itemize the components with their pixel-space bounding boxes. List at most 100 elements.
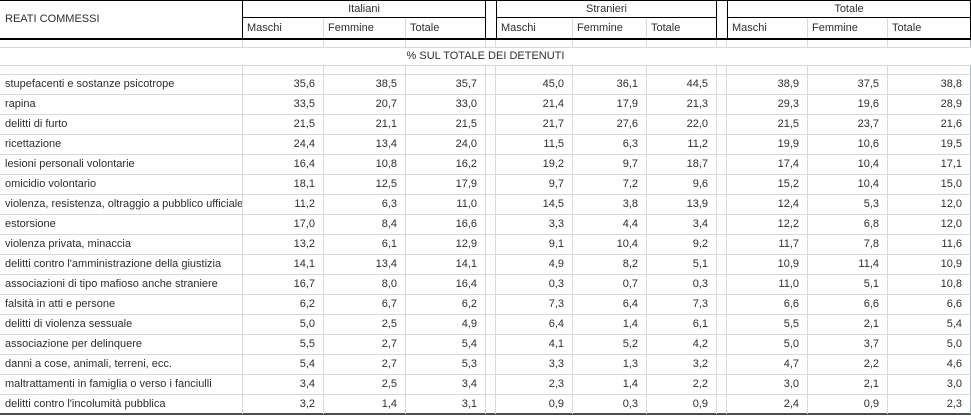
value-cell[interactable]: 5,0	[243, 315, 324, 334]
value-cell[interactable]: 0,9	[808, 395, 888, 414]
value-cell[interactable]: 6,7	[324, 295, 406, 314]
crime-label-cell[interactable]: danni a cose, animali, terreni, ecc.	[0, 355, 243, 374]
value-cell[interactable]: 16,7	[243, 275, 324, 294]
crime-label-cell[interactable]: estorsione	[0, 215, 243, 234]
value-cell[interactable]: 3,4	[243, 375, 324, 394]
value-cell[interactable]: 21,5	[406, 115, 486, 134]
value-cell[interactable]: 20,7	[324, 95, 406, 114]
value-cell[interactable]: 13,9	[647, 195, 717, 214]
value-cell[interactable]: 5,3	[808, 195, 888, 214]
value-cell[interactable]: 2,1	[808, 315, 888, 334]
crime-label-cell[interactable]: delitti di furto	[0, 115, 243, 134]
value-cell[interactable]: 21,4	[496, 95, 573, 114]
value-cell[interactable]: 5,5	[243, 335, 324, 354]
value-cell[interactable]: 11,7	[727, 235, 808, 254]
value-cell[interactable]: 23,7	[808, 115, 888, 134]
value-cell[interactable]: 14,1	[243, 255, 324, 274]
crime-label-cell[interactable]: falsità in atti e persone	[0, 295, 243, 314]
value-cell[interactable]: 3,7	[808, 335, 888, 354]
value-cell[interactable]: 2,2	[647, 375, 717, 394]
value-cell[interactable]: 0,9	[647, 395, 717, 414]
value-cell[interactable]: 1,4	[573, 375, 647, 394]
subheader-totale-maschi[interactable]: Maschi	[727, 18, 808, 38]
crime-label-cell[interactable]: associazioni di tipo mafioso anche stran…	[0, 275, 243, 294]
value-cell[interactable]: 7,3	[647, 295, 717, 314]
subheader-italiani-femmine[interactable]: Femmine	[324, 18, 406, 38]
value-cell[interactable]: 38,9	[727, 75, 808, 94]
value-cell[interactable]: 10,6	[808, 135, 888, 154]
crime-label-cell[interactable]: omicidio volontario	[0, 175, 243, 194]
value-cell[interactable]: 9,7	[496, 175, 573, 194]
value-cell[interactable]: 11,2	[243, 195, 324, 214]
value-cell[interactable]: 22,0	[647, 115, 717, 134]
value-cell[interactable]: 8,2	[573, 255, 647, 274]
value-cell[interactable]: 37,5	[808, 75, 888, 94]
value-cell[interactable]: 4,1	[496, 335, 573, 354]
value-cell[interactable]: 24,4	[243, 135, 324, 154]
value-cell[interactable]: 6,1	[647, 315, 717, 334]
value-cell[interactable]: 5,0	[888, 335, 971, 354]
value-cell[interactable]: 12,0	[888, 195, 971, 214]
value-cell[interactable]: 38,5	[324, 75, 406, 94]
value-cell[interactable]: 6,2	[406, 295, 486, 314]
value-cell[interactable]: 6,6	[808, 295, 888, 314]
value-cell[interactable]: 19,2	[496, 155, 573, 174]
value-cell[interactable]: 4,2	[647, 335, 717, 354]
value-cell[interactable]: 21,5	[727, 115, 808, 134]
value-cell[interactable]: 5,4	[406, 335, 486, 354]
value-cell[interactable]: 29,3	[727, 95, 808, 114]
value-cell[interactable]: 6,6	[727, 295, 808, 314]
crime-label-cell[interactable]: lesioni personali volontarie	[0, 155, 243, 174]
value-cell[interactable]: 10,8	[888, 275, 971, 294]
value-cell[interactable]: 6,2	[243, 295, 324, 314]
value-cell[interactable]: 11,0	[406, 195, 486, 214]
value-cell[interactable]: 11,0	[727, 275, 808, 294]
value-cell[interactable]: 0,3	[573, 395, 647, 414]
crime-label-cell[interactable]: ricettazione	[0, 135, 243, 154]
subheader-totale-femmine[interactable]: Femmine	[808, 18, 888, 38]
value-cell[interactable]: 3,2	[647, 355, 717, 374]
subheader-stranieri-totale[interactable]: Totale	[647, 18, 717, 38]
value-cell[interactable]: 11,6	[888, 235, 971, 254]
value-cell[interactable]: 21,1	[324, 115, 406, 134]
value-cell[interactable]: 6,4	[496, 315, 573, 334]
crime-label-cell[interactable]: associazione per delinquere	[0, 335, 243, 354]
value-cell[interactable]: 13,4	[324, 135, 406, 154]
value-cell[interactable]: 12,0	[888, 215, 971, 234]
value-cell[interactable]: 1,4	[573, 315, 647, 334]
value-cell[interactable]: 4,6	[888, 355, 971, 374]
crime-label-cell[interactable]: delitti di violenza sessuale	[0, 315, 243, 334]
value-cell[interactable]: 33,0	[406, 95, 486, 114]
value-cell[interactable]: 6,3	[324, 195, 406, 214]
value-cell[interactable]: 9,2	[647, 235, 717, 254]
value-cell[interactable]: 3,1	[406, 395, 486, 414]
value-cell[interactable]: 16,2	[406, 155, 486, 174]
value-cell[interactable]: 13,4	[324, 255, 406, 274]
corner-header-cell[interactable]: REATI COMMESSI	[0, 1, 243, 38]
value-cell[interactable]: 19,9	[727, 135, 808, 154]
value-cell[interactable]: 16,4	[406, 275, 486, 294]
value-cell[interactable]: 4,9	[406, 315, 486, 334]
value-cell[interactable]: 4,9	[496, 255, 573, 274]
value-cell[interactable]: 21,3	[647, 95, 717, 114]
value-cell[interactable]: 10,4	[573, 235, 647, 254]
value-cell[interactable]: 13,2	[243, 235, 324, 254]
value-cell[interactable]: 10,4	[808, 175, 888, 194]
value-cell[interactable]: 19,6	[808, 95, 888, 114]
value-cell[interactable]: 2,7	[324, 355, 406, 374]
value-cell[interactable]: 14,1	[406, 255, 486, 274]
value-cell[interactable]: 1,3	[573, 355, 647, 374]
value-cell[interactable]: 5,3	[406, 355, 486, 374]
value-cell[interactable]: 11,4	[808, 255, 888, 274]
value-cell[interactable]: 5,1	[808, 275, 888, 294]
value-cell[interactable]: 6,8	[808, 215, 888, 234]
value-cell[interactable]: 45,0	[496, 75, 573, 94]
value-cell[interactable]: 3,2	[243, 395, 324, 414]
value-cell[interactable]: 15,2	[727, 175, 808, 194]
value-cell[interactable]: 2,1	[808, 375, 888, 394]
value-cell[interactable]: 11,2	[647, 135, 717, 154]
value-cell[interactable]: 16,6	[406, 215, 486, 234]
value-cell[interactable]: 8,4	[324, 215, 406, 234]
value-cell[interactable]: 28,9	[888, 95, 971, 114]
value-cell[interactable]: 5,0	[727, 335, 808, 354]
